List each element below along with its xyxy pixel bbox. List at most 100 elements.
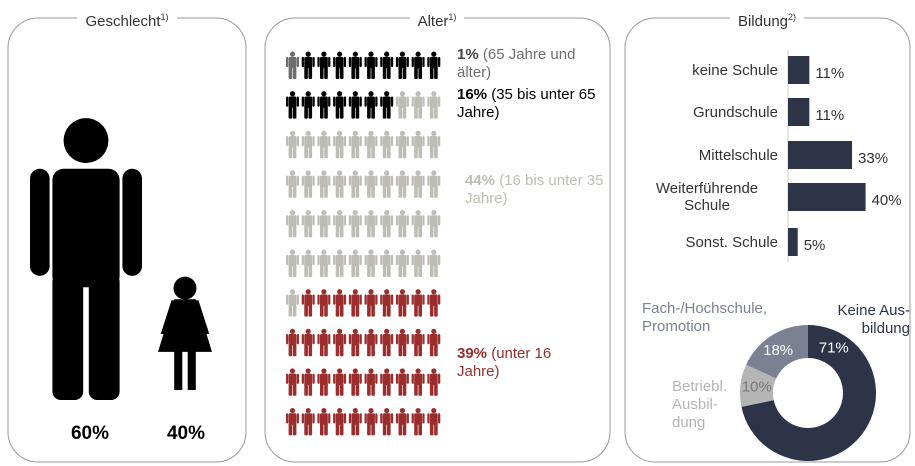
icon-part	[367, 185, 371, 198]
icon-part	[398, 215, 407, 227]
icon-part	[348, 294, 352, 305]
icon-part	[375, 334, 378, 345]
icon-head	[415, 249, 421, 255]
icon-part	[359, 254, 362, 266]
icon-part	[429, 185, 434, 198]
icon-part	[288, 373, 297, 385]
icon-part	[308, 423, 313, 436]
person-icon	[380, 407, 394, 436]
icon-part	[434, 304, 438, 317]
icon-head	[431, 249, 437, 255]
category-label: Weiterführende Schule	[655, 180, 759, 214]
person-icon	[286, 130, 299, 159]
icon-part	[328, 254, 331, 266]
icon-part	[308, 146, 313, 159]
icon-part	[395, 294, 399, 305]
icon-part	[367, 254, 375, 267]
icon-head	[399, 328, 405, 334]
icon-head	[384, 51, 390, 57]
icon-part	[390, 96, 394, 107]
icon-part	[286, 56, 289, 68]
icon-part	[414, 96, 422, 108]
value-label: 11%	[815, 65, 845, 82]
icon-part	[333, 373, 336, 384]
icon-part	[333, 413, 336, 424]
icon-part	[304, 106, 308, 119]
icon-part	[351, 146, 355, 159]
icon-part	[351, 383, 355, 396]
icon-part	[402, 383, 407, 396]
person-icon	[411, 289, 425, 317]
icon-part	[429, 344, 434, 357]
person-icon	[333, 328, 347, 357]
icon-part	[348, 373, 352, 384]
icon-part	[320, 106, 324, 119]
icon-part	[339, 106, 344, 119]
icon-part	[328, 215, 331, 226]
icon-part	[375, 175, 378, 186]
icon-part	[371, 225, 375, 238]
icon-part	[317, 215, 320, 226]
icon-part	[320, 413, 328, 425]
icon-head	[399, 91, 405, 97]
icon-part	[434, 146, 438, 159]
icon-part	[312, 56, 315, 68]
icon-part	[351, 423, 355, 436]
icon-part	[438, 136, 441, 147]
icon-head	[305, 249, 311, 255]
icon-part	[414, 344, 418, 357]
icon-part	[328, 175, 331, 186]
icon-part	[390, 215, 394, 226]
person-icon	[301, 249, 315, 277]
icon-part	[429, 413, 438, 425]
icon-part	[438, 175, 441, 186]
person-icon	[427, 91, 441, 119]
icon-part	[395, 215, 399, 226]
icon-part	[30, 168, 50, 276]
icon-part	[359, 175, 362, 186]
icon-part	[335, 383, 340, 396]
icon-part	[387, 185, 391, 198]
icon-part	[351, 254, 360, 267]
person-icon	[364, 130, 378, 159]
icon-part	[288, 106, 293, 119]
gender-icon	[158, 276, 212, 390]
person-icon	[364, 91, 378, 119]
icon-part	[348, 413, 352, 424]
icon-part	[312, 413, 315, 424]
icon-part	[335, 136, 344, 148]
person-icon	[427, 368, 441, 396]
person-icon	[348, 249, 362, 277]
icon-part	[398, 254, 407, 267]
icon-part	[438, 215, 441, 226]
icon-part	[286, 215, 289, 226]
icon-part	[367, 334, 375, 346]
title-text: Geschlecht	[85, 13, 161, 30]
icon-part	[375, 56, 378, 68]
icon-head	[415, 289, 421, 295]
icon-head	[289, 249, 296, 255]
icon-part	[367, 56, 375, 69]
person-icon	[317, 249, 331, 277]
icon-part	[335, 225, 340, 238]
icon-part	[288, 413, 297, 425]
icon-part	[359, 294, 362, 305]
icon-part	[422, 254, 425, 266]
icon-head	[289, 407, 296, 414]
legend-label: 44% (16 bis unter 35 Jahre)	[465, 172, 605, 208]
icon-part	[406, 96, 409, 107]
icon-part	[312, 254, 315, 266]
icon-part	[387, 344, 391, 357]
icon-part	[380, 254, 383, 266]
icon-part	[339, 225, 344, 238]
icon-part	[414, 136, 422, 148]
icon-part	[301, 56, 304, 68]
icon-head	[321, 249, 327, 255]
icon-part	[320, 373, 328, 385]
icon-part	[367, 96, 375, 108]
icon-part	[339, 264, 344, 277]
icon-part	[317, 413, 320, 424]
icon-part	[382, 136, 391, 148]
icon-part	[398, 136, 407, 148]
icon-part	[364, 175, 367, 186]
